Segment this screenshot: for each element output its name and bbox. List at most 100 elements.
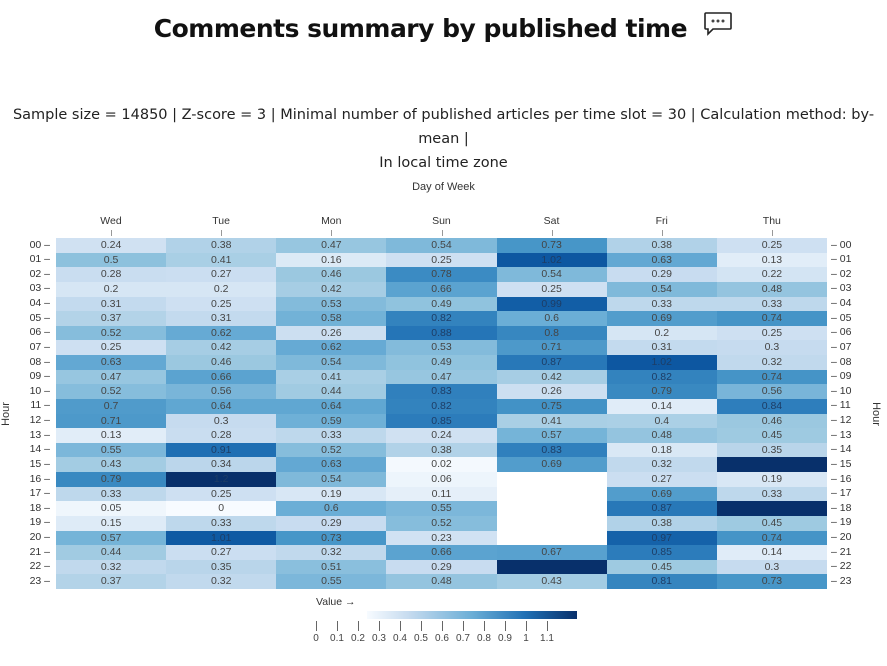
y-axis-label-right: – 16 (831, 472, 852, 485)
heatmap-cell: 0.14 (716, 545, 827, 560)
y-axis-label-left: 15 – (29, 457, 50, 470)
heatmap-cell: 0.13 (56, 428, 167, 443)
heatmap-cell: 0.54 (276, 355, 387, 370)
heatmap-cell: 0.32 (606, 457, 717, 472)
heatmap-cell: 0.97 (606, 530, 717, 546)
legend-tick-label: 0.1 (330, 633, 344, 644)
heatmap-cell: 0.24 (56, 238, 167, 253)
heatmap-cell: 0.88 (386, 325, 497, 341)
legend-tick-label: 0.9 (498, 633, 512, 644)
heatmap-cell: 0.51 (276, 559, 387, 575)
heatmap-cell: 0.91 (166, 442, 277, 458)
legend-tick-label: 1 (523, 633, 529, 644)
heatmap-cell: 0.63 (606, 252, 717, 268)
color-legend: Value → 0 0.1 0.2 0.3 0.4 0.5 0.6 0.7 0.8 0.9 1 1.1 (310, 596, 590, 656)
heatmap-cell: 0.83 (496, 442, 607, 458)
heatmap-cell: 0.44 (56, 545, 167, 560)
heatmap-cell: 0.33 (716, 486, 827, 502)
heatmap-cell: 0.74 (716, 369, 827, 385)
x-axis-tick (331, 230, 333, 236)
heatmap-cell: 0.71 (496, 340, 607, 355)
y-axis-label-left: 16 – (29, 472, 50, 485)
heatmap-cell (496, 515, 607, 531)
x-axis-tick (221, 230, 223, 236)
heatmap-cell: 0.83 (386, 384, 497, 399)
heatmap-cell: 0.13 (716, 252, 827, 268)
y-axis-label-left: 20 – (29, 531, 50, 543)
heatmap-cell: 0.66 (386, 545, 497, 560)
y-axis-label-right: – 23 (831, 574, 852, 587)
legend-tick-label: 0.2 (351, 633, 365, 644)
heatmap-cell: 0.62 (276, 340, 387, 355)
heatmap-cell: 0.5 (56, 252, 167, 268)
x-axis-tick (661, 230, 663, 236)
heatmap-cell: 0.38 (386, 442, 497, 458)
heatmap-cell: 0.69 (606, 311, 717, 326)
heatmap-cell: 0.34 (166, 457, 277, 472)
y-axis-label-right: – 03 (831, 282, 852, 295)
y-axis-label-right: – 05 (831, 311, 852, 324)
heatmap-cell: 0.25 (386, 252, 497, 268)
heatmap-cell: 0.73 (276, 530, 387, 546)
y-axis-label-left: 23 – (29, 574, 50, 587)
chart-subtitle: Sample size = 14850 | Z-score = 3 | Mini… (0, 103, 887, 175)
heatmap-cell: 0.75 (496, 398, 607, 414)
y-axis-label-right: – 15 (831, 457, 852, 470)
heatmap-cell: 0.29 (276, 515, 387, 531)
x-axis-label: Wed (100, 215, 122, 227)
y-axis-label-right: – 01 (831, 253, 852, 266)
y-axis-label-right: – 20 (831, 531, 852, 543)
y-axis-label-right: – 12 (831, 414, 852, 426)
y-axis-label-left: 02 – (29, 267, 50, 280)
heatmap-cell: 0.3 (716, 340, 827, 355)
heatmap-cell: 0.33 (276, 428, 387, 443)
heatmap-cell: 0.66 (386, 281, 497, 297)
legend-tick (421, 621, 422, 631)
heatmap-cell: 0.69 (496, 457, 607, 472)
heatmap-cell: 0.45 (716, 515, 827, 531)
heatmap-cell: 0.87 (606, 501, 717, 516)
heatmap-cell: 0.55 (56, 442, 167, 458)
legend-tick-label: 1.1 (540, 633, 554, 644)
legend-tick (358, 621, 359, 631)
heatmap-cell: 0.79 (56, 472, 167, 487)
heatmap-cell: 0.02 (386, 457, 497, 472)
heatmap-cell: 1.02 (496, 252, 607, 268)
y-axis-label-right: – 11 (831, 399, 851, 412)
y-axis-label-right: – 13 (831, 428, 852, 441)
x-axis-tick (771, 230, 773, 236)
legend-tick (316, 621, 317, 631)
y-axis-label-left: 13 – (29, 428, 50, 441)
heatmap-cell: 0.64 (166, 398, 277, 414)
heatmap-cell: 0.47 (276, 238, 387, 253)
heatmap-cell: 1.02 (606, 355, 717, 370)
heatmap-cell: 0.59 (276, 413, 387, 429)
legend-tick (526, 621, 527, 631)
heatmap-cell: 0.23 (386, 530, 497, 546)
heatmap-cell: 0.55 (276, 574, 387, 589)
heatmap-cell: 0.49 (386, 355, 497, 370)
heatmap-cell: 0.49 (386, 296, 497, 312)
heatmap-cell: 0.15 (56, 515, 167, 531)
heatmap-cell: 0.3 (716, 559, 827, 575)
heatmap-cell: 0.66 (166, 369, 277, 385)
heatmap-cell: 0.53 (386, 340, 497, 355)
legend-tick (400, 621, 401, 631)
heatmap-cell: 0.38 (606, 238, 717, 253)
heatmap-cell: 0.74 (716, 311, 827, 326)
heatmap-cell: 0.37 (56, 311, 167, 326)
heatmap-cell: 0.29 (386, 559, 497, 575)
heatmap-cell: 0.55 (386, 501, 497, 516)
y-axis-label-right: – 09 (831, 370, 852, 383)
heatmap-cell: 0.54 (496, 267, 607, 282)
heatmap-cell: 0.67 (496, 545, 607, 560)
heatmap-cell: 0.62 (166, 325, 277, 341)
y-axis-label-right: – 04 (831, 297, 852, 309)
x-axis-label: Thu (762, 215, 781, 227)
heatmap-cell: 0.26 (496, 384, 607, 399)
x-axis-label: Sat (543, 215, 560, 227)
y-axis-label-left: 17 – (29, 487, 50, 500)
legend-tick-label: 0.4 (393, 633, 407, 644)
heatmap-cell: 0.19 (716, 472, 827, 487)
y-axis-label-right: – 02 (831, 267, 852, 280)
